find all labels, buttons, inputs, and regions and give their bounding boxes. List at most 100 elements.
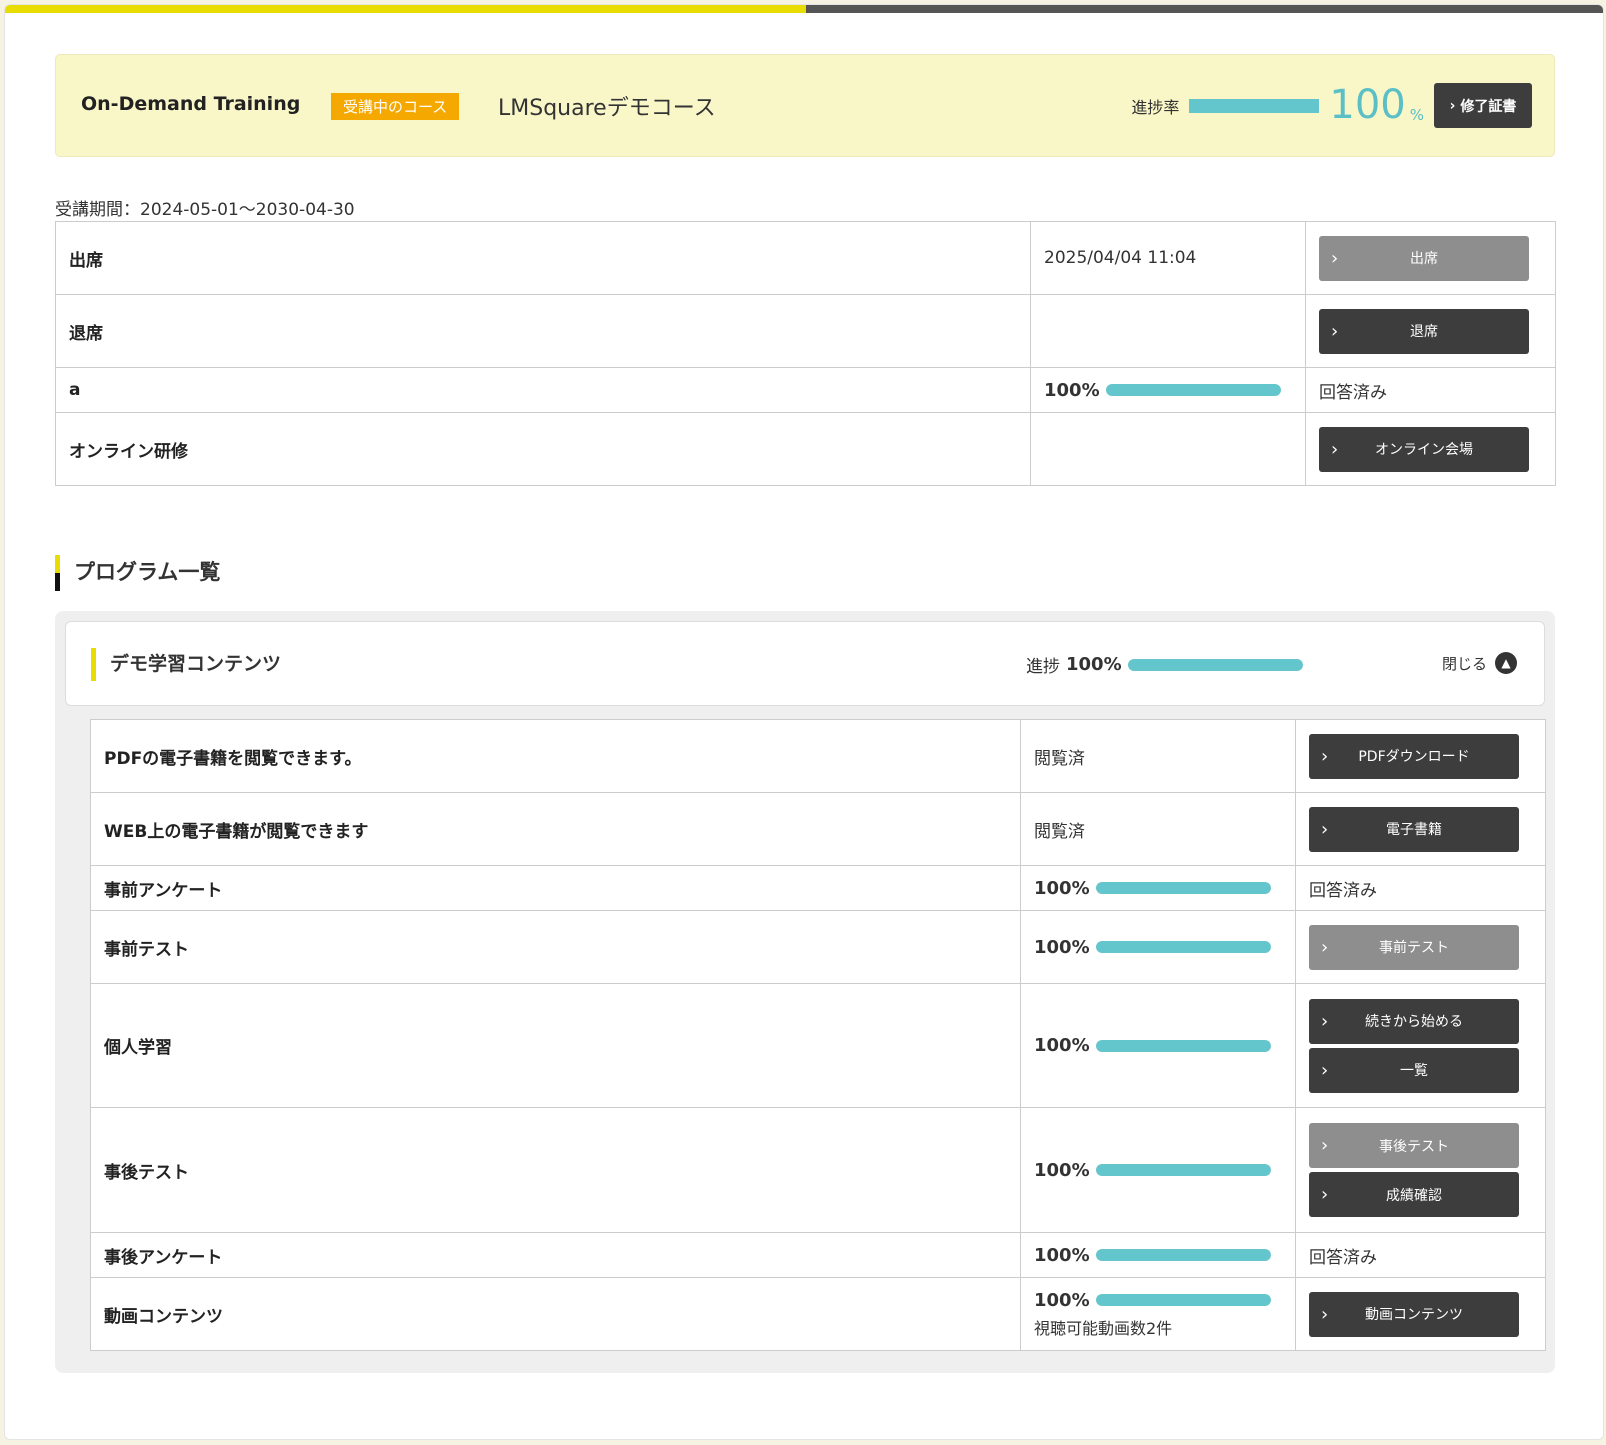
action-button[interactable]: › PDFダウンロード [1309, 733, 1519, 779]
table-row: a 100% 回答済み [55, 367, 1556, 413]
chevron-right-icon: › [1331, 247, 1339, 269]
table-row: PDFの電子書籍を閲覧できます。 閲覧済 › PDFダウンロード [90, 719, 1546, 793]
program-table: PDFの電子書籍を閲覧できます。 閲覧済 › PDFダウンロード WEB上の電子書籍が閲… [90, 719, 1546, 1351]
online-venue-button[interactable]: › オンライン会場 [1319, 426, 1529, 472]
close-toggle[interactable]: 閉じる ▲ [1442, 652, 1518, 674]
row-name: 動画コンテンツ [90, 1277, 1021, 1351]
row-progress: 100% [1034, 878, 1282, 899]
course-period: 受講期間：2024-05-01～2030-04-30 [55, 200, 355, 220]
button-label: 退席 [1410, 324, 1438, 340]
chevron-right-icon: › [1321, 1303, 1329, 1325]
progress-value: 100% [1034, 1244, 1090, 1266]
row-progress: 100% [1034, 1035, 1282, 1056]
group-progress: 進捗 100% [1026, 652, 1303, 677]
section-title: プログラム一覧 [55, 555, 221, 591]
page: On-Demand Training 受講中のコース LMSquareデモコース… [4, 4, 1604, 1440]
button-label: 成績確認 [1386, 1187, 1442, 1204]
row-name: 退席 [55, 294, 1031, 368]
progress-value: 100% [1034, 936, 1090, 958]
row-name: 事前アンケート [90, 865, 1021, 911]
top-progress-bar [5, 5, 1603, 13]
progress-value: 100% [1034, 1159, 1090, 1181]
button-label: 続きから始める [1365, 1014, 1463, 1030]
chevron-right-icon: › [1321, 1184, 1329, 1205]
table-row: 個人学習 100% › 続きから始める › 一覧 [90, 983, 1546, 1108]
table-row: 事前テスト 100% › 事前テスト [90, 910, 1546, 984]
row-note: 視聴可能動画数2件 [1034, 1318, 1173, 1338]
progress-bar [1095, 1039, 1271, 1052]
progress-label: 進捗率 [1131, 97, 1180, 117]
progress-value: 100% [1066, 654, 1122, 675]
progress-bar [1095, 1294, 1271, 1306]
table-row: 事後テスト 100% › 事後テスト › 成績確認 [90, 1107, 1546, 1233]
progress-bar [1095, 1249, 1271, 1261]
action-button[interactable]: › 一覧 [1309, 1047, 1519, 1093]
table-row: 退席 › 退席 [55, 294, 1556, 368]
action-button[interactable]: › 成績確認 [1309, 1172, 1519, 1217]
header-progress: 進捗率 100 % › 修了証書 [1131, 83, 1532, 128]
button-label: 事後テスト [1379, 1138, 1449, 1155]
chevron-up-icon: ▲ [1495, 652, 1518, 674]
row-name: WEB上の電子書籍が閲覧できます [90, 792, 1021, 866]
button-label: PDFダウンロード [1358, 749, 1470, 765]
chevron-right-icon: › [1321, 745, 1329, 767]
progress-bar [1189, 98, 1320, 113]
status-badge: 受講中のコース [331, 93, 460, 120]
row-progress: 100% [1034, 1160, 1282, 1181]
progress-value: 100 [1329, 82, 1406, 128]
row-name: オンライン研修 [55, 412, 1031, 486]
progress-bar [1095, 1164, 1271, 1176]
attend-button[interactable]: › 出席 [1319, 235, 1529, 281]
progress-value: 100% [1034, 877, 1090, 899]
table-row: 事後アンケート 100% 回答済み [90, 1232, 1546, 1278]
course-title: LMSquareデモコース [498, 96, 716, 121]
progress-bar [1095, 941, 1271, 953]
leave-button[interactable]: › 退席 [1319, 308, 1529, 354]
table-row: WEB上の電子書籍が閲覧できます 閲覧済 › 電子書籍 [90, 792, 1546, 866]
table-row: オンライン研修 › オンライン会場 [55, 412, 1556, 486]
table-row: 動画コンテンツ 100% 視聴可能動画数2件 › 動画コンテンツ [90, 1277, 1546, 1351]
row-name: a [55, 367, 1031, 413]
action-button[interactable]: › 続きから始める [1309, 998, 1519, 1044]
row-info: 2025/04/04 11:04 [1030, 221, 1306, 295]
row-status: 回答済み [1305, 367, 1556, 413]
row-name: 事前テスト [90, 910, 1021, 984]
progress-unit: % [1409, 106, 1424, 124]
action-button[interactable]: › 動画コンテンツ [1309, 1291, 1519, 1337]
button-label: 動画コンテンツ [1365, 1307, 1463, 1323]
chevron-right-icon: › [1321, 1059, 1329, 1081]
button-label: オンライン会場 [1375, 442, 1473, 458]
program-group: デモ学習コンテンツ 進捗 100% 閉じる ▲ PDFの電子書籍を閲覧できます。 閲覧… [55, 611, 1555, 1373]
chevron-right-icon: › [1331, 320, 1339, 342]
row-name: 事後アンケート [90, 1232, 1021, 1278]
progress-value: 100% [1034, 1035, 1090, 1056]
row-status: 閲覧済 [1034, 821, 1085, 842]
row-progress: 100% [1034, 1245, 1282, 1266]
chevron-right-icon: › [1449, 97, 1461, 114]
row-status: 回答済み [1309, 880, 1377, 901]
row-name: 事後テスト [90, 1107, 1021, 1233]
attendance-table: 出席 2025/04/04 11:04 › 出席 退席 › 退席 a 100% 回答… [55, 221, 1556, 486]
table-row: 事前アンケート 100% 回答済み [90, 865, 1546, 911]
row-progress: 100% [1034, 1290, 1282, 1311]
certificate-button[interactable]: › 修了証書 [1434, 83, 1532, 128]
chevron-right-icon: › [1321, 1010, 1329, 1032]
progress-value: 100% [1034, 1289, 1090, 1311]
progress-bar [1095, 882, 1271, 894]
certificate-label: 修了証書 [1460, 98, 1517, 115]
progress-label: 進捗 [1026, 657, 1060, 677]
group-header: デモ学習コンテンツ 進捗 100% 閉じる ▲ [65, 621, 1545, 706]
chevron-right-icon: › [1331, 438, 1339, 460]
brand: On-Demand Training [81, 93, 301, 115]
row-info [1030, 294, 1306, 368]
chevron-right-icon: › [1321, 818, 1329, 840]
action-button[interactable]: › 事後テスト [1309, 1123, 1519, 1168]
row-progress: 100% [1044, 380, 1292, 401]
close-label: 閉じる [1442, 654, 1488, 673]
action-button[interactable]: › 事前テスト [1309, 924, 1519, 970]
row-name: 出席 [55, 221, 1031, 295]
chevron-right-icon: › [1321, 936, 1329, 958]
action-button[interactable]: › 電子書籍 [1309, 806, 1519, 852]
group-title: デモ学習コンテンツ [91, 648, 281, 681]
row-progress: 100% [1034, 937, 1282, 958]
